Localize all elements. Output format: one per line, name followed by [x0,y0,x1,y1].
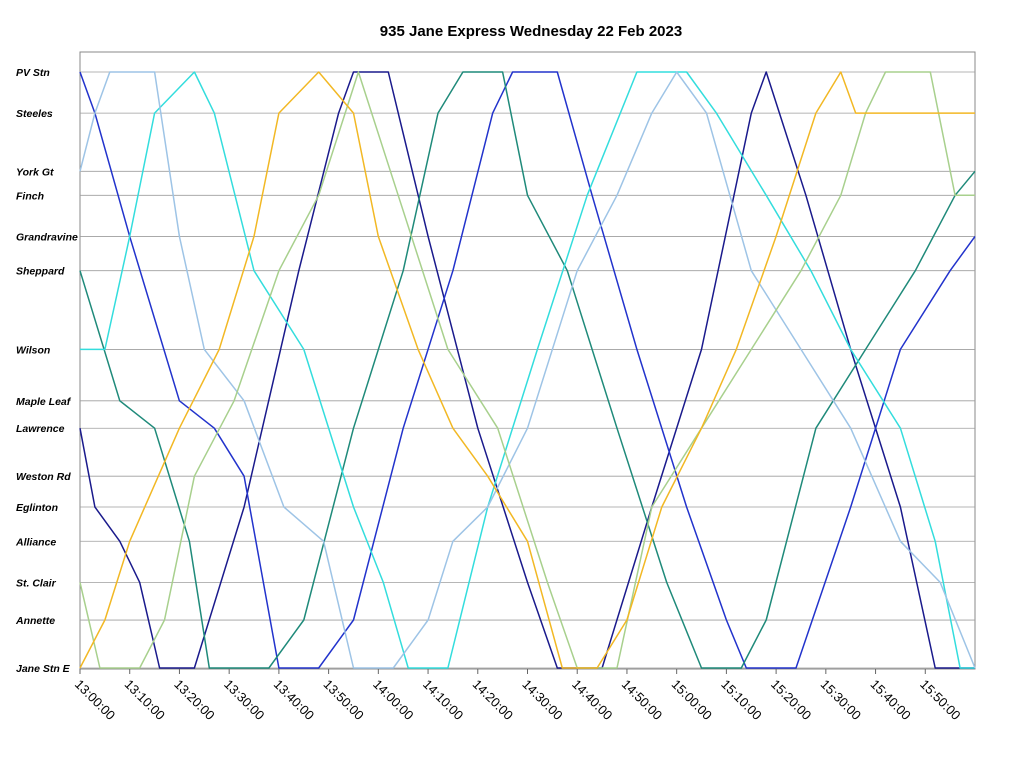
x-tick-label: 15:20:00 [768,677,814,723]
stop-label: Annette [15,615,55,627]
plot-area [79,51,976,670]
stop-label: Eglinton [16,502,58,514]
series-line [79,71,976,669]
stop-label: Finch [16,190,44,202]
stop-label: Lawrence [16,423,65,435]
stop-label: St. Clair [16,577,57,589]
stop-label: Weston Rd [16,471,71,483]
series-line [79,71,976,669]
stop-label: York Gt [16,166,54,178]
x-axis-tick-labels: 13:00:00 13:10:00 13:20:00 13:30:00 13:40:00… [72,669,964,723]
stop-label: Jane Stn E [16,663,71,675]
x-tick-label: 15:40:00 [867,677,913,723]
x-tick-label: 14:20:00 [470,677,516,723]
x-tick-label: 15:30:00 [818,677,864,723]
x-tick-label: 14:30:00 [519,677,565,723]
x-tick-label: 13:00:00 [72,677,118,723]
x-tick-label: 14:00:00 [370,677,416,723]
stop-label: Wilson [16,344,50,356]
x-tick-label: 15:10:00 [718,677,764,723]
series-line [79,71,976,669]
chart-title: 935 Jane Express Wednesday 22 Feb 2023 [380,23,682,40]
x-tick-label: 13:10:00 [122,677,168,723]
x-tick-label: 13:30:00 [221,677,267,723]
x-tick-label: 13:50:00 [320,677,366,723]
x-tick-label: 13:40:00 [271,677,317,723]
series-line [79,71,975,669]
stop-label: Grandravine [16,231,78,243]
x-tick-label: 14:10:00 [420,677,466,723]
x-tick-label: 15:50:00 [917,677,963,723]
stop-label: PV Stn [16,67,50,79]
series-line [79,71,975,669]
vehicle-traces [79,71,976,669]
stop-label: Steeles [16,108,53,120]
x-tick-label: 14:50:00 [619,677,665,723]
stop-label: Maple Leaf [16,396,72,408]
stop-label: Sheppard [16,266,65,278]
stop-label: Alliance [15,536,56,548]
x-tick-label: 15:00:00 [669,677,715,723]
x-tick-label: 13:20:00 [171,677,217,723]
x-tick-label: 14:40:00 [569,677,615,723]
y-axis-stop-labels: PV Stn Steeles York Gt Finch Grandravine Shep… [15,67,78,675]
